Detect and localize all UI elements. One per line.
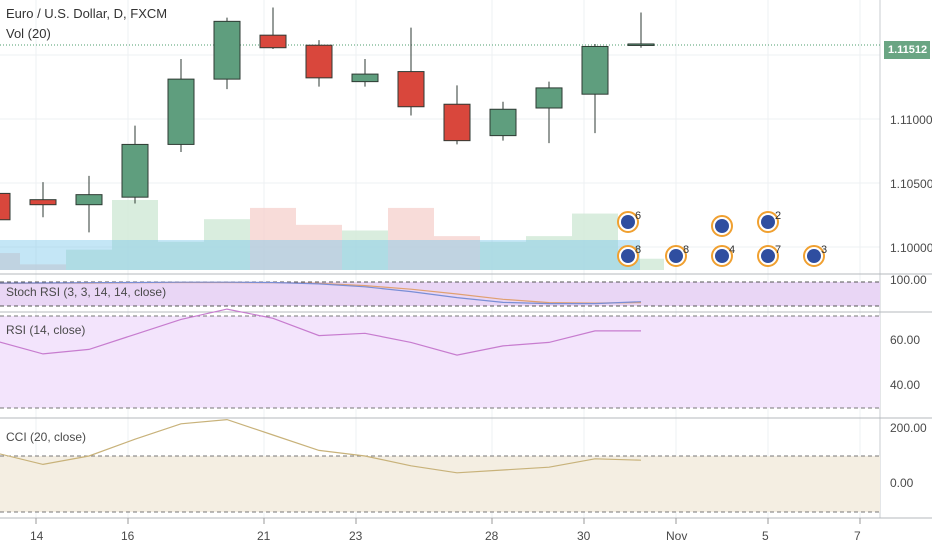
volume-bar [20, 264, 66, 270]
candle-body [535, 87, 563, 109]
event-count-label: 4 [729, 244, 735, 256]
candle-body [581, 45, 609, 95]
date-tick-label: Nov [666, 529, 688, 543]
date-tick-label: 14 [30, 529, 44, 543]
volume-bar [204, 219, 250, 270]
candle-body [213, 20, 241, 80]
candle-body [397, 71, 425, 108]
candle-body [121, 143, 149, 198]
rsi-line [0, 308, 641, 356]
price-tick-label: 1.10000 [890, 241, 932, 255]
cci-label[interactable]: CCI (20, close) [6, 430, 87, 444]
volume-bar [158, 241, 204, 270]
date-tick-label: 16 [121, 529, 135, 543]
stoch-k-line [0, 281, 642, 305]
volume-indicator-label[interactable]: Vol (20) [6, 26, 51, 41]
event-count-label: 7 [775, 244, 781, 256]
stoch-rsi-label[interactable]: Stoch RSI (3, 3, 14, 14, close) [6, 285, 167, 299]
volume-bar [618, 258, 664, 270]
volume-bar [0, 253, 20, 270]
price-tick-label: 1.10500 [890, 177, 932, 191]
date-tick-label: 5 [762, 529, 769, 543]
event-marker-icon [669, 249, 683, 263]
cci-tick-label: 0.00 [890, 476, 914, 490]
cci-line [0, 418, 642, 474]
volume-bar [388, 207, 434, 270]
event-marker-icon [715, 249, 729, 263]
candle-body [351, 73, 379, 83]
date-tick-label: 23 [349, 529, 363, 543]
candle-body [0, 192, 11, 221]
candle-body [259, 34, 287, 49]
rsi-label[interactable]: RSI (14, close) [6, 323, 86, 337]
candle-body [489, 108, 517, 137]
event-count-label: 8 [635, 244, 641, 256]
date-tick-label: 21 [257, 529, 271, 543]
volume-bar [66, 249, 112, 270]
event-marker-icon [621, 215, 635, 229]
date-tick-label: 7 [854, 529, 861, 543]
candle-body [29, 199, 57, 206]
event-count-label: 6 [635, 210, 641, 222]
candle-body [75, 194, 103, 206]
event-count-label: 8 [683, 244, 689, 256]
event-marker-icon [715, 219, 729, 233]
chart-title: Euro / U.S. Dollar, D, FXCM [6, 6, 168, 21]
candle-body [167, 78, 195, 145]
price-tick-label: 1.11000 [890, 113, 932, 127]
date-tick-label: 30 [577, 529, 591, 543]
stoch-band [0, 282, 880, 306]
rsi-tick-label: 40.00 [890, 378, 921, 392]
volume-bar [480, 241, 526, 270]
volume-bar [296, 224, 342, 270]
volume-bar [434, 236, 480, 270]
event-count-label: 3 [821, 244, 827, 256]
candle-body [305, 44, 333, 79]
volume-bar [572, 213, 618, 270]
candle-body [627, 43, 655, 46]
volume-average-area [0, 240, 640, 270]
rsi-band [0, 316, 880, 408]
rsi-tick-label: 60.00 [890, 333, 921, 347]
volume-bar [526, 236, 572, 270]
event-count-label: 2 [775, 210, 781, 222]
candle-body [443, 103, 471, 142]
current-price-badge: 1.11512 [884, 41, 930, 59]
date-tick-label: 28 [485, 529, 499, 543]
event-marker-icon [761, 249, 775, 263]
cci-tick-label: 200.00 [890, 421, 927, 435]
volume-bar [250, 207, 296, 270]
event-marker-icon [807, 249, 821, 263]
event-marker-icon [761, 215, 775, 229]
event-marker-icon [621, 249, 635, 263]
volume-bar [342, 230, 388, 270]
cci-band [0, 456, 880, 512]
volume-bar [112, 200, 158, 270]
stoch-tick-label: 100.00 [890, 273, 927, 287]
